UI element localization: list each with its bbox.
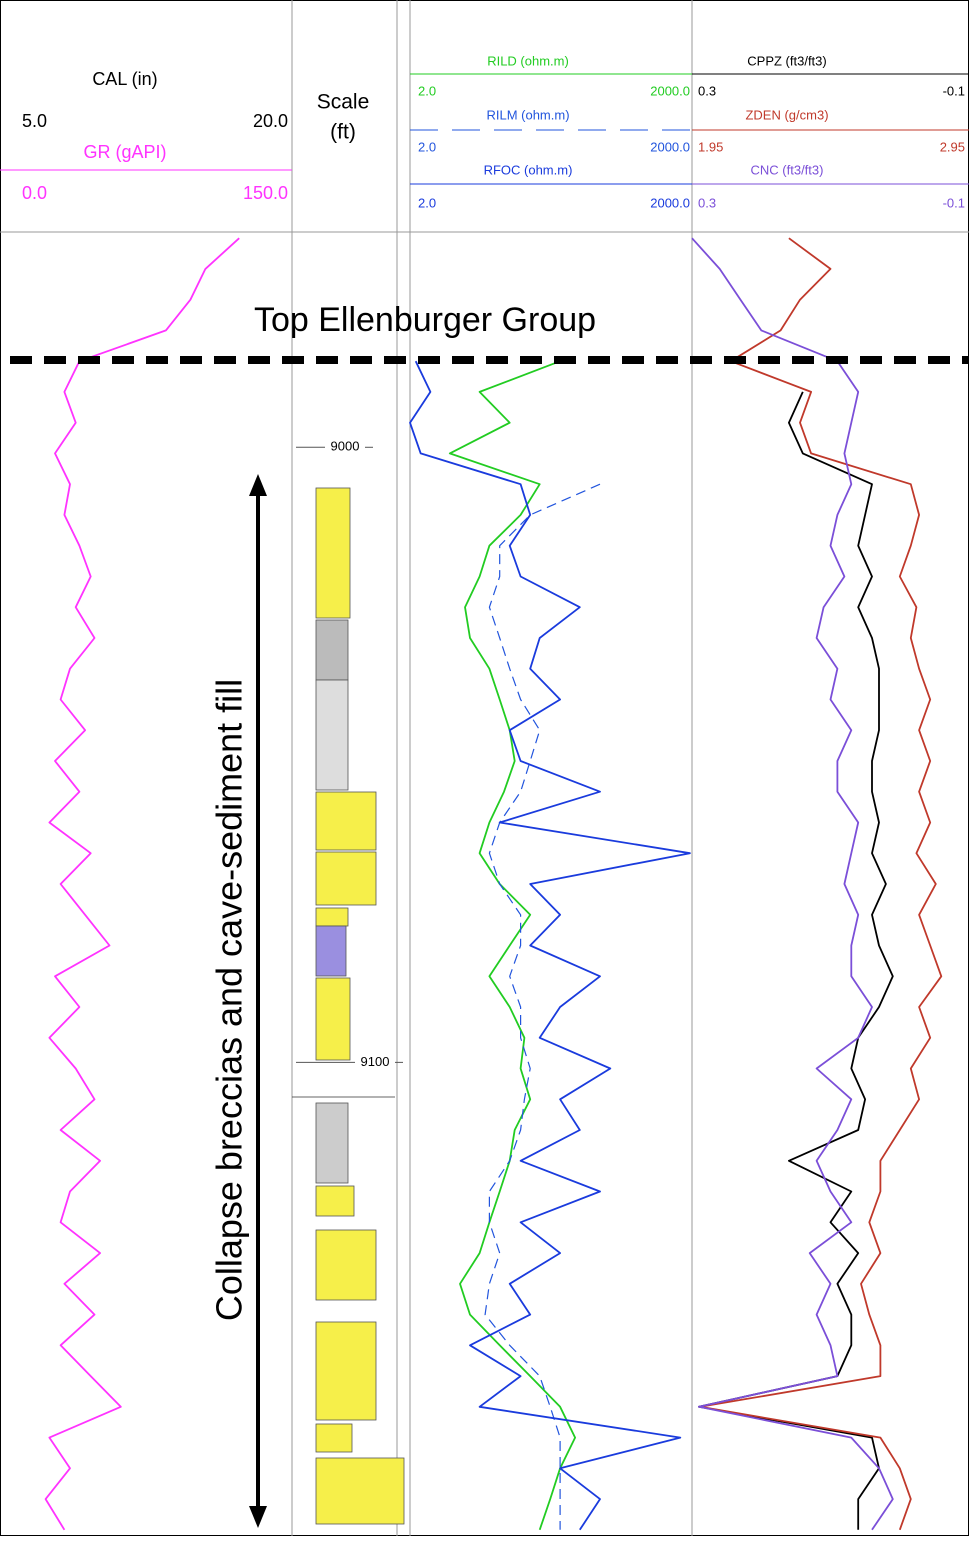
curve-title: GR (gAPI) <box>83 142 166 162</box>
litho-bed <box>315 925 347 977</box>
scale-min-label: 2.0 <box>418 83 436 98</box>
scale-max-label: 2.95 <box>940 139 965 154</box>
litho-bed <box>315 1457 405 1525</box>
scale-max-label: -0.1 <box>943 195 965 210</box>
scale-min-label: 0.3 <box>698 83 716 98</box>
interval-arrow <box>249 474 267 1528</box>
curve-title: RFOC (ohm.m) <box>484 162 573 177</box>
scale-max-label: 2000.0 <box>650 83 690 98</box>
scale-min-label: 0.3 <box>698 195 716 210</box>
arrow-head <box>249 474 267 496</box>
litho-bed <box>315 1321 377 1421</box>
log-curve <box>691 237 894 1531</box>
scale-max-label: -0.1 <box>943 83 965 98</box>
depth-tick-label: 9100 <box>361 1054 390 1069</box>
log-curve <box>698 391 894 1530</box>
depth-label: Scale (ft) <box>317 91 370 144</box>
curve-title: CPPZ (ft3/ft3) <box>747 53 826 68</box>
litho-bed <box>315 1185 355 1217</box>
curve-title: CAL (in) <box>92 69 157 89</box>
curve-title: ZDEN (g/cm3) <box>745 107 828 122</box>
depth-label-line: (ft) <box>330 121 356 144</box>
scale-min-label: 5.0 <box>22 111 47 131</box>
scale-min-label: 2.0 <box>418 195 436 210</box>
curves <box>44 237 943 1531</box>
litho-bed <box>315 1229 377 1301</box>
scale-min-label: 2.0 <box>418 139 436 154</box>
log-curve <box>484 483 601 1530</box>
curve-title: RILM (ohm.m) <box>486 107 569 122</box>
log-curve <box>699 237 943 1531</box>
scale-max-label: 20.0 <box>253 111 288 131</box>
scale-max-label: 2000.0 <box>650 139 690 154</box>
formation-top-label: Top Ellenburger Group <box>254 301 596 339</box>
litho-bed <box>315 851 377 906</box>
curve-title: RILD (ohm.m) <box>487 53 569 68</box>
depth-label-line: Scale <box>317 91 370 114</box>
litho-bed <box>315 1102 349 1184</box>
arrow-head <box>249 1506 267 1528</box>
log-curve <box>409 360 691 1531</box>
scale-min-label: 1.95 <box>698 139 723 154</box>
depth-tick-label: 9000 <box>331 439 360 454</box>
litho-bed <box>315 977 351 1061</box>
litho-bed <box>315 679 349 791</box>
litho-bed <box>315 619 349 681</box>
curve-title: CNC (ft3/ft3) <box>751 162 824 177</box>
litho-bed <box>315 907 349 927</box>
litho-bed <box>315 1423 353 1453</box>
scale-min-label: 0.0 <box>22 183 47 203</box>
scale-max-label: 2000.0 <box>650 195 690 210</box>
litho-bed <box>315 487 351 619</box>
litho-bed <box>315 791 377 851</box>
lithology-column <box>292 487 405 1525</box>
scale-max-label: 150.0 <box>243 183 288 203</box>
log-curve <box>44 237 240 1531</box>
interval-label: Collapse breccias and cave-sediment fill <box>209 679 250 1321</box>
